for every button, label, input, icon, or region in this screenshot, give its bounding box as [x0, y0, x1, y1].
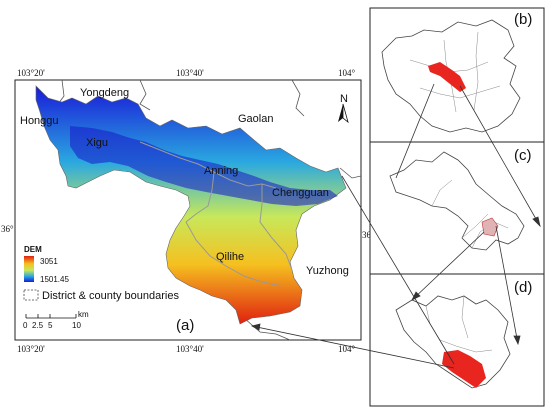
inset-b-china: (b)	[381, 11, 532, 133]
connector-lines	[250, 83, 541, 369]
coord-bottom-2: 103°40'	[176, 344, 204, 354]
scale-tick-1: 2.5	[32, 321, 44, 330]
river-valley	[70, 126, 338, 206]
scale-tick-0: 0	[23, 321, 28, 330]
legend-boundary-swatch	[23, 289, 39, 301]
scale-unit: km	[78, 310, 89, 319]
coord-right: 36°	[362, 230, 375, 240]
scale-tick-3: 10	[72, 321, 81, 330]
coord-left: 36°	[1, 224, 14, 234]
gansu-highlight	[428, 62, 466, 92]
panel-label-d: (d)	[514, 279, 532, 296]
coord-top-1: 103°20'	[17, 68, 45, 78]
coord-bottom-1: 103°20'	[17, 344, 45, 354]
inset-panels: (b) (c) (d)	[369, 7, 545, 407]
place-gaolan: Gaolan	[238, 113, 273, 125]
district-boundaries	[139, 141, 293, 287]
lanzhou-highlight-d	[442, 350, 486, 388]
coord-top-2: 103°40'	[176, 68, 204, 78]
north-label: N	[340, 93, 348, 105]
coord-top-3: 104°	[338, 68, 356, 78]
panel-label-c: (c)	[514, 147, 532, 164]
place-qilihe: Qilihe	[216, 251, 244, 263]
legend: DEM 3051 1501.45 District & county bound…	[23, 245, 179, 330]
coord-bottom-3: 104°	[338, 344, 356, 354]
inset-c-gansu: (c)	[389, 147, 532, 251]
place-honggu: Honggu	[20, 115, 59, 127]
place-chengguan: Chengguan	[272, 187, 329, 199]
place-yuzhong: Yuzhong	[306, 265, 349, 277]
main-map: Yongdeng Honggu Xigu Gaolan Anning Cheng…	[1, 68, 375, 354]
panel-label-b: (b)	[514, 11, 532, 28]
scale-tick-2: 5	[48, 321, 53, 330]
panel-label-a: (a)	[176, 317, 194, 334]
place-yongdeng: Yongdeng	[80, 87, 129, 99]
north-arrow: N	[338, 93, 349, 124]
scale-bar: km 0 2.5 5 10	[23, 310, 89, 330]
legend-color-bar	[24, 256, 34, 282]
legend-max: 3051	[40, 257, 58, 266]
legend-title: DEM	[24, 245, 42, 254]
place-xigu: Xigu	[86, 137, 108, 149]
legend-min: 1501.45	[40, 275, 69, 284]
place-anning: Anning	[204, 165, 238, 177]
legend-boundary-label: District & county boundaries	[42, 290, 179, 302]
